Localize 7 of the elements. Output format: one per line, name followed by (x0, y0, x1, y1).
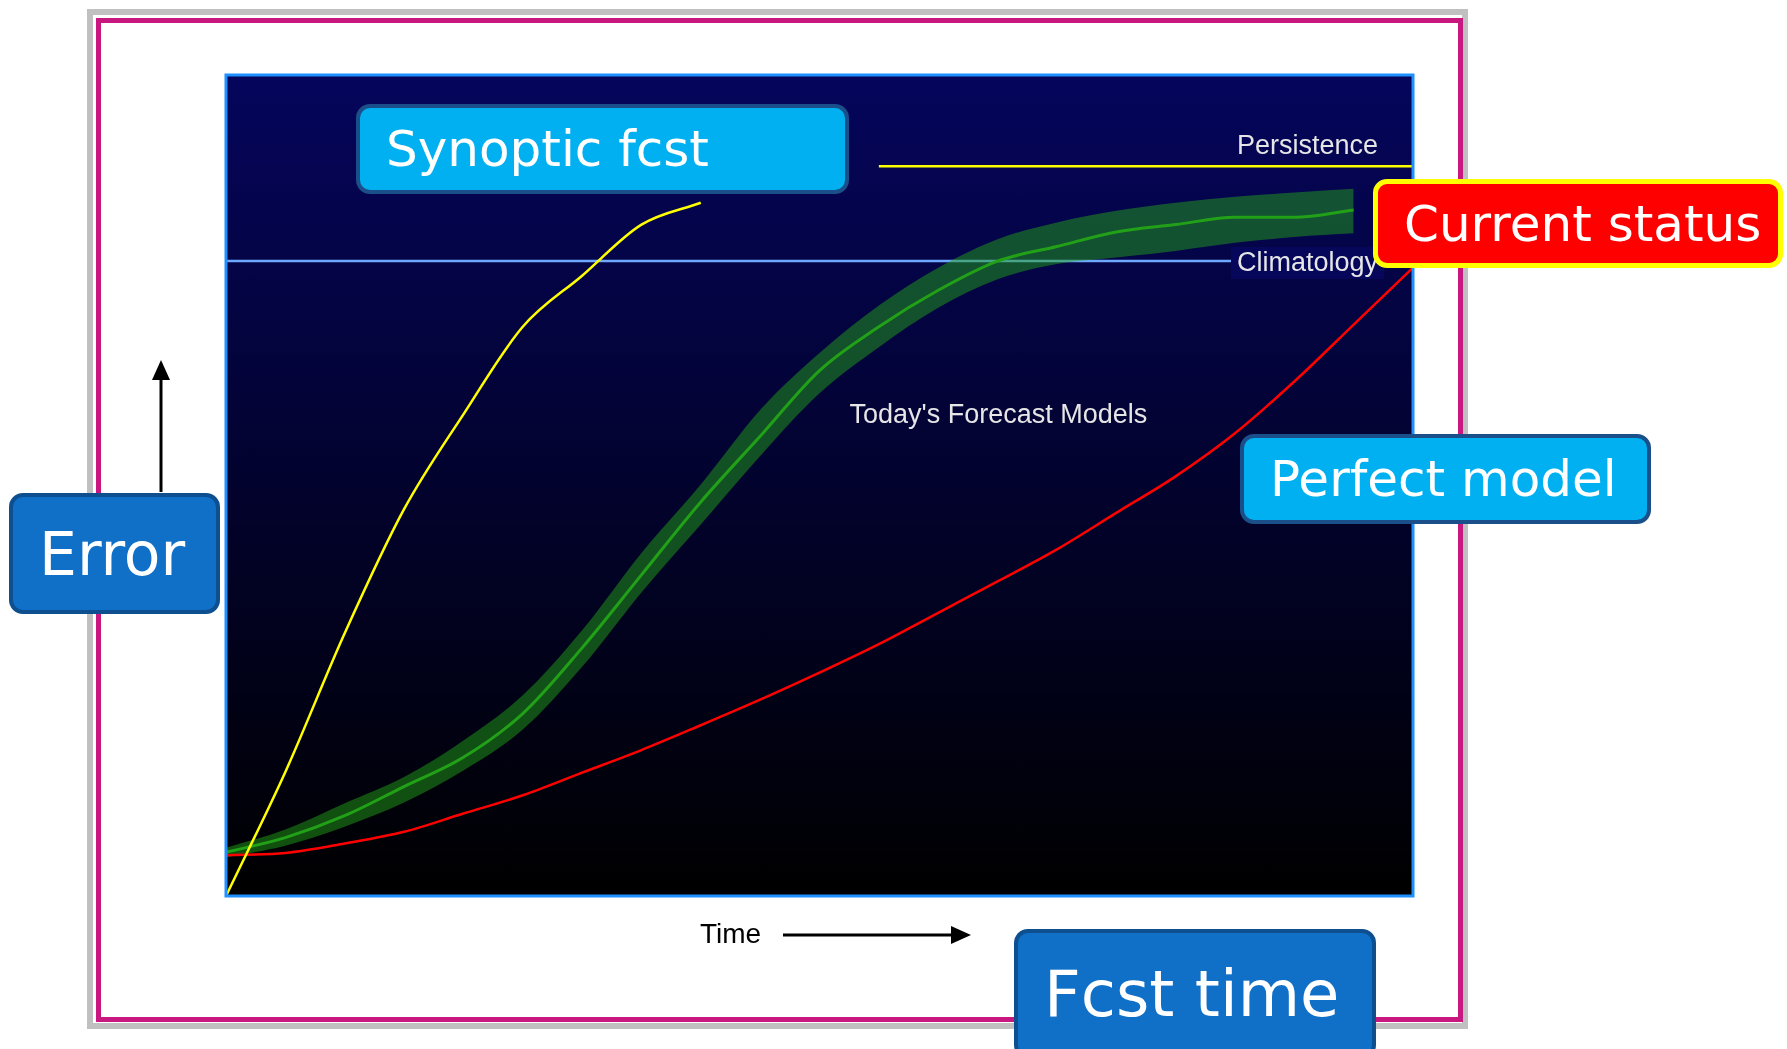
callout-box: Error (9, 493, 220, 614)
callout-box: Synoptic fcst (356, 104, 849, 194)
x-axis-title: Time (700, 918, 762, 950)
callout-box: Fcst time (1014, 929, 1376, 1049)
series-label: Persistence (1237, 129, 1379, 160)
series-label: Today's Forecast Models (849, 398, 1148, 429)
series-label: Perfect model (1240, 434, 1651, 524)
